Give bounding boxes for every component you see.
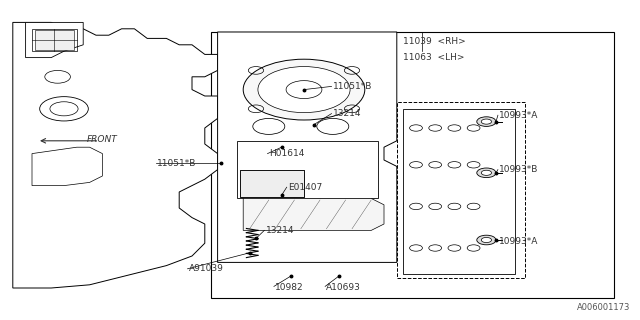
Text: 10993*A: 10993*A — [499, 237, 539, 246]
Circle shape — [243, 59, 365, 120]
Bar — [211, 32, 614, 298]
Text: 11039  <RH>: 11039 <RH> — [403, 37, 466, 46]
Circle shape — [481, 170, 492, 175]
Polygon shape — [26, 22, 83, 58]
Circle shape — [477, 117, 496, 126]
Text: 13214: 13214 — [266, 226, 294, 235]
Circle shape — [481, 119, 492, 124]
Text: 11051*B: 11051*B — [157, 159, 196, 168]
Text: 10982: 10982 — [275, 284, 304, 292]
Text: A91039: A91039 — [189, 264, 223, 273]
Circle shape — [477, 235, 496, 245]
Text: E01407: E01407 — [288, 183, 323, 192]
Circle shape — [481, 237, 492, 243]
Bar — [35, 30, 74, 50]
Text: A006001173: A006001173 — [577, 303, 630, 312]
Polygon shape — [13, 22, 218, 288]
Bar — [237, 141, 378, 198]
Text: FRONT: FRONT — [87, 135, 118, 144]
Circle shape — [258, 67, 350, 113]
Polygon shape — [32, 147, 102, 186]
Bar — [240, 170, 304, 197]
Text: A10693: A10693 — [326, 284, 361, 292]
Text: 10993*B: 10993*B — [499, 165, 539, 174]
Polygon shape — [218, 32, 397, 262]
Bar — [32, 29, 77, 51]
Text: 13214: 13214 — [333, 109, 362, 118]
Text: 11051*B: 11051*B — [333, 82, 372, 91]
Text: 10993*A: 10993*A — [499, 111, 539, 120]
Bar — [397, 102, 525, 278]
Text: H01614: H01614 — [269, 149, 304, 158]
Bar — [240, 170, 304, 197]
Circle shape — [477, 168, 496, 178]
Polygon shape — [243, 198, 384, 230]
Text: 11063  <LH>: 11063 <LH> — [403, 53, 465, 62]
Bar — [403, 109, 515, 274]
